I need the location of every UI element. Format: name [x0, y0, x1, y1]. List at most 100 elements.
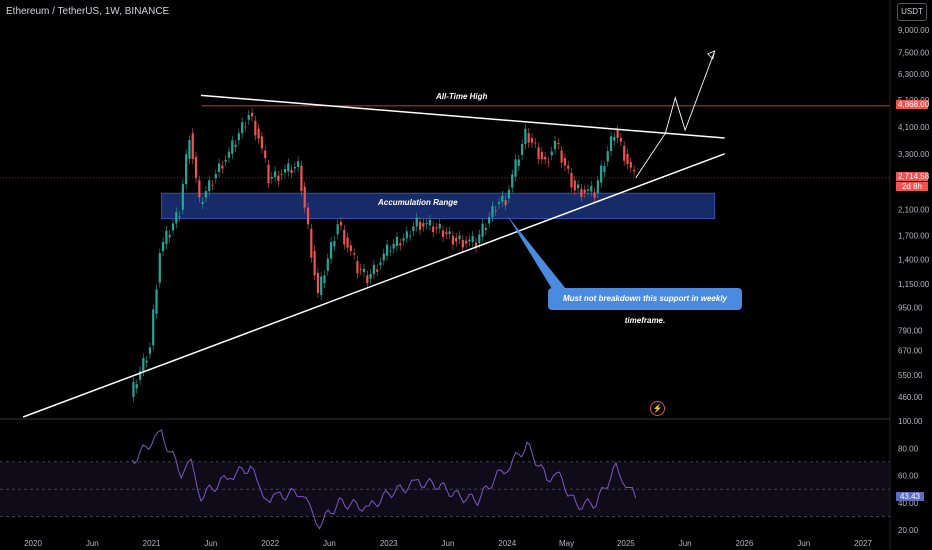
y-tick-label: 1,400.00: [898, 256, 930, 265]
candle-body: [161, 242, 165, 252]
y-tick-label: 460.00: [898, 393, 923, 402]
candle-body: [468, 239, 471, 242]
candle-body: [135, 384, 138, 389]
candle-body: [214, 174, 217, 179]
candle-body: [567, 165, 570, 169]
candle-body: [455, 237, 458, 242]
rsi-tick-label: 40.00: [898, 499, 919, 508]
candle-body: [583, 189, 586, 193]
currency-selector[interactable]: USDT: [897, 3, 927, 21]
candle-body: [461, 239, 464, 248]
candle-body: [188, 140, 191, 159]
range-label: Accumulation Range: [378, 198, 458, 207]
candle-body: [379, 262, 382, 265]
candle-body: [191, 133, 194, 159]
candle-body: [247, 115, 250, 120]
candle-body: [504, 200, 507, 206]
candle-body: [609, 136, 613, 152]
candle-body: [527, 133, 530, 143]
y-tick-label: 4,100.00: [898, 123, 930, 132]
candle-body: [606, 151, 609, 162]
candle-body: [145, 360, 148, 363]
candle-body: [474, 242, 478, 248]
candle-body: [221, 165, 224, 169]
accumulation-range-box: [161, 192, 716, 220]
candle-body: [481, 223, 484, 237]
candle-body: [544, 156, 547, 160]
candle-body: [432, 226, 435, 233]
price-pane: [0, 50, 890, 418]
candle-body: [323, 275, 326, 283]
candle-body: [329, 241, 333, 259]
candle-body: [540, 152, 543, 160]
candle-body: [409, 235, 412, 237]
candle-body: [362, 268, 366, 273]
candle-body: [201, 202, 204, 204]
candle-body: [550, 151, 553, 156]
projection-arrowhead: [707, 50, 716, 60]
rsi-tick-label: 80.00: [898, 444, 919, 453]
x-tick-label: 2023: [380, 539, 398, 548]
candle-body: [412, 226, 415, 232]
candle-body: [231, 140, 234, 154]
candle-body: [613, 136, 616, 141]
candle-body: [353, 253, 356, 255]
candle-body: [313, 250, 316, 276]
rsi-line: [131, 429, 637, 530]
y-tick-label: 1,150.00: [898, 280, 930, 289]
candle-body: [290, 169, 293, 173]
y-tick-label: 2,100.00: [898, 206, 930, 215]
rsi-tick-label: 20.00: [898, 526, 919, 535]
countdown-tag: 2d 8h: [896, 182, 928, 191]
candle-body: [521, 144, 524, 155]
candle-body: [570, 173, 573, 188]
candle-body: [428, 219, 431, 226]
candle-body: [517, 159, 520, 166]
candle-body: [310, 228, 313, 258]
candle-body: [494, 210, 497, 212]
candle-body: [356, 260, 359, 274]
x-tick-label: 2020: [24, 539, 42, 548]
candle-body: [547, 161, 550, 163]
candle-body: [389, 250, 392, 252]
candle-body: [573, 180, 576, 191]
candle-body: [260, 136, 264, 149]
candle-body: [273, 171, 277, 178]
candle-body: [171, 223, 175, 231]
candle-body: [491, 206, 494, 217]
x-tick-label: Jun: [442, 539, 455, 548]
x-tick-label: 2022: [261, 539, 279, 548]
candle-body: [168, 234, 171, 238]
x-tick-label: Jun: [797, 539, 810, 548]
candle-body: [405, 231, 408, 239]
candle-body: [297, 161, 300, 168]
candle-body: [623, 145, 626, 161]
y-tick-label: 670.00: [898, 347, 923, 356]
candle-body: [234, 144, 237, 147]
candle-body: [586, 189, 590, 191]
candle-body: [537, 147, 540, 159]
candle-body: [241, 122, 244, 134]
candle-body: [435, 227, 438, 229]
candle-body: [152, 309, 155, 346]
candle-body: [451, 235, 455, 245]
candle-body: [376, 269, 379, 272]
x-tick-label: 2021: [143, 539, 161, 548]
candle-body: [465, 240, 468, 244]
candle-body: [237, 133, 240, 141]
candle-body: [138, 371, 142, 380]
y-tick-label: 550.00: [898, 371, 923, 380]
candle-body: [626, 153, 629, 165]
candle-body: [445, 232, 448, 234]
candle-body: [422, 223, 425, 227]
candle-body: [254, 120, 257, 136]
candle-body: [343, 229, 346, 245]
candle-body: [326, 258, 329, 271]
x-tick-label: 2027: [854, 539, 872, 548]
candle-body: [382, 253, 385, 261]
alert-icon[interactable]: ⚡: [650, 401, 665, 416]
candle-body: [287, 163, 290, 172]
candle-body: [185, 154, 188, 185]
candle-body: [349, 245, 352, 251]
